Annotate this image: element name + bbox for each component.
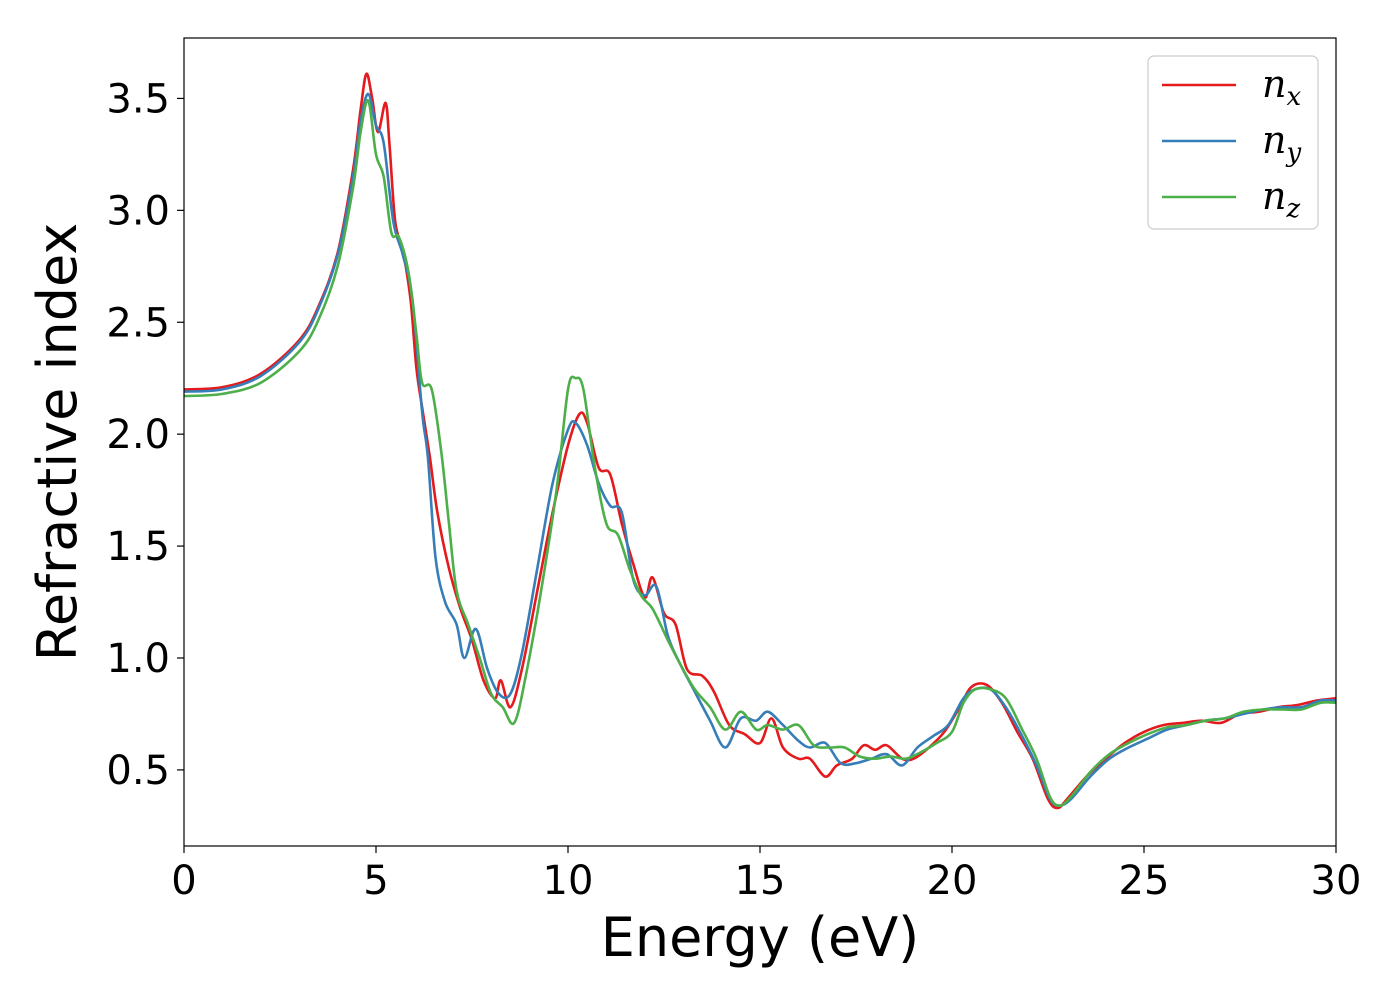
y-tick-label: 2.5 bbox=[106, 300, 170, 346]
y-tick-label: 3.5 bbox=[106, 76, 170, 122]
legend: nx ny nz bbox=[1147, 55, 1319, 230]
x-tick-label: 0 bbox=[171, 858, 196, 904]
x-tick-label: 30 bbox=[1311, 858, 1362, 904]
y-tick-label: 3.0 bbox=[106, 188, 170, 234]
series-line-n-z bbox=[184, 99, 1336, 807]
x-tick-label: 5 bbox=[363, 858, 388, 904]
legend-label-n-y: ny bbox=[1262, 118, 1301, 168]
legend-box bbox=[1147, 55, 1319, 230]
y-tick-label: 0.5 bbox=[106, 748, 170, 794]
legend-label-n-z: nz bbox=[1262, 174, 1300, 224]
series-layer bbox=[184, 72, 1336, 810]
x-tick-label: 10 bbox=[543, 858, 594, 904]
y-tick-label: 1.5 bbox=[106, 524, 170, 570]
y-axis-title: Refractive index bbox=[26, 223, 89, 662]
y-tick-label: 2.0 bbox=[106, 412, 170, 458]
y-tick-label: 1.0 bbox=[106, 636, 170, 682]
plot-area-background bbox=[184, 38, 1336, 846]
x-tick-label: 20 bbox=[927, 858, 978, 904]
x-tick-label: 15 bbox=[735, 858, 786, 904]
legend-label-n-x: nx bbox=[1262, 62, 1301, 112]
x-axis: 0 5 10 15 20 25 30 bbox=[171, 846, 1361, 904]
y-axis: 0.5 1.0 1.5 2.0 2.5 3.0 3.5 bbox=[106, 76, 184, 794]
x-tick-label: 25 bbox=[1119, 858, 1170, 904]
x-axis-title: Energy (eV) bbox=[601, 906, 920, 969]
